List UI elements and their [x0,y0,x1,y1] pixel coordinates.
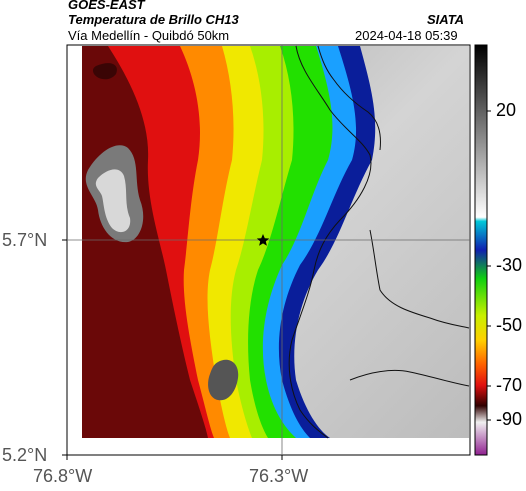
lon-tick-1: 76.8°W [33,466,93,486]
star-icon [256,234,270,246]
admin-borders [317,45,470,387]
colorbar-tick-minus30: -30 [496,255,523,275]
lat-tick-1: 5.7°N [2,230,48,250]
org-label: SIATA [427,12,465,27]
colorbar-tick-minus50: -50 [496,315,523,335]
datetime-label: 2024-04-18 05:39 [355,28,458,43]
route-subtitle: Vía Medellín - Quibdó 50km [68,28,230,43]
satellite-label: GOES-EAST [68,0,145,12]
colorbar-tick-20: 20 [496,100,517,120]
temperature-field [82,46,469,438]
colorbar-tick-minus70: -70 [496,375,523,395]
colorbar-tick-minus90: -90 [496,409,523,429]
coastline [288,45,372,439]
lat-tick-2: 5.2°N [2,445,48,465]
colorbar [474,44,488,456]
lon-tick-2: 76.3°W [249,466,309,486]
product-title: Temperatura de Brillo CH13 [68,12,239,27]
